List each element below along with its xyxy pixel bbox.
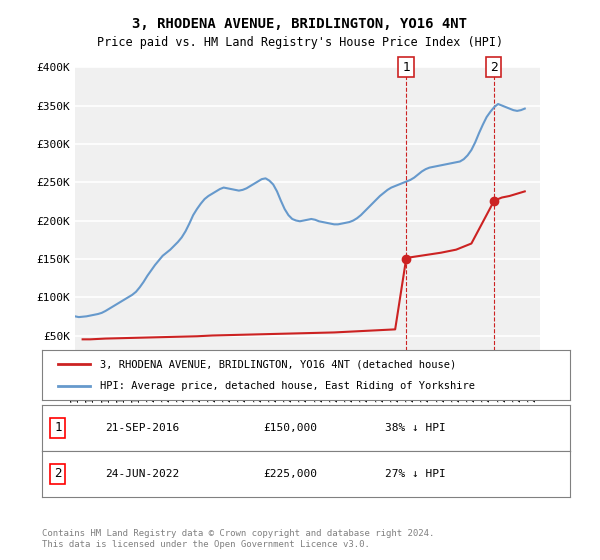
Text: 38% ↓ HPI: 38% ↓ HPI: [385, 423, 446, 433]
Text: £150,000: £150,000: [264, 423, 318, 433]
Text: 2: 2: [54, 467, 62, 480]
Text: 2: 2: [490, 60, 498, 74]
Text: Contains HM Land Registry data © Crown copyright and database right 2024.
This d: Contains HM Land Registry data © Crown c…: [42, 529, 434, 549]
Text: 1: 1: [54, 421, 62, 435]
Text: 1: 1: [402, 60, 410, 74]
Text: HPI: Average price, detached house, East Riding of Yorkshire: HPI: Average price, detached house, East…: [100, 381, 475, 391]
Text: 3, RHODENA AVENUE, BRIDLINGTON, YO16 4NT (detached house): 3, RHODENA AVENUE, BRIDLINGTON, YO16 4NT…: [100, 359, 457, 369]
Text: £225,000: £225,000: [264, 469, 318, 479]
Text: 24-JUN-2022: 24-JUN-2022: [106, 469, 179, 479]
Text: 27% ↓ HPI: 27% ↓ HPI: [385, 469, 446, 479]
Text: 3, RHODENA AVENUE, BRIDLINGTON, YO16 4NT: 3, RHODENA AVENUE, BRIDLINGTON, YO16 4NT: [133, 17, 467, 31]
Text: Price paid vs. HM Land Registry's House Price Index (HPI): Price paid vs. HM Land Registry's House …: [97, 36, 503, 49]
Text: 21-SEP-2016: 21-SEP-2016: [106, 423, 179, 433]
